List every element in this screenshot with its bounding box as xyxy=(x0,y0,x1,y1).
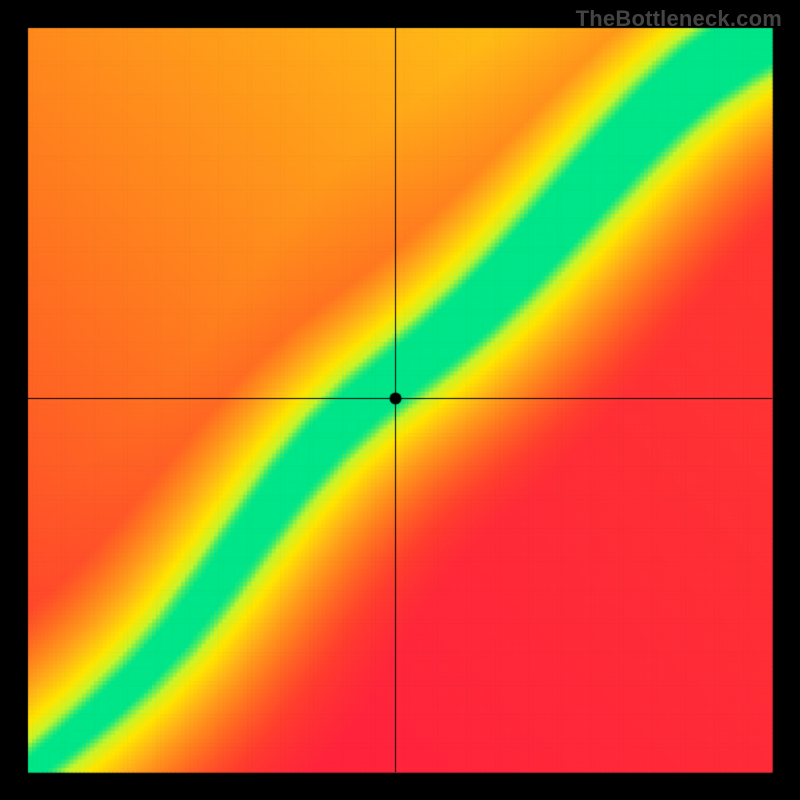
heatmap-canvas xyxy=(0,0,800,800)
chart-container: TheBottleneck.com xyxy=(0,0,800,800)
watermark-text: TheBottleneck.com xyxy=(576,6,782,32)
